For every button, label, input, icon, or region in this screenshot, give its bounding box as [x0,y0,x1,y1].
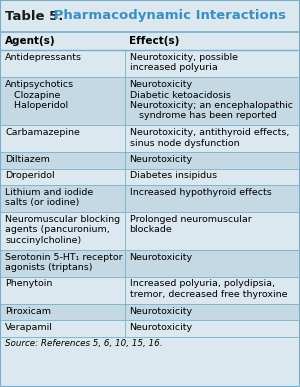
Text: Effect(s): Effect(s) [130,36,180,46]
Text: salts (or iodine): salts (or iodine) [5,199,80,207]
Text: Diltiazem: Diltiazem [5,155,50,164]
Text: Neurotoxicity: Neurotoxicity [130,155,193,164]
Text: Agent(s): Agent(s) [5,36,55,46]
Text: Neurotoxicity: Neurotoxicity [130,323,193,332]
Bar [0,125,300,152]
Bar [0,250,300,276]
Bar [0,337,300,351]
Bar [0,77,300,125]
Text: Carbamazepine: Carbamazepine [5,128,80,137]
Text: Increased polyuria, polydipsia,: Increased polyuria, polydipsia, [130,279,274,288]
Text: Neurotoxicity: Neurotoxicity [130,252,193,262]
Text: Haloperidol: Haloperidol [5,101,68,110]
Text: sinus node dysfunction: sinus node dysfunction [130,139,239,147]
Bar [0,276,300,303]
Text: Serotonin 5-HT₁ receptor: Serotonin 5-HT₁ receptor [5,252,123,262]
Text: blockade: blockade [130,226,172,235]
Text: Diabetic ketoacidosis: Diabetic ketoacidosis [130,91,230,99]
Text: Neuromuscular blocking: Neuromuscular blocking [5,215,120,224]
Bar [0,152,300,168]
Bar [0,212,300,250]
Text: Neurotoxicity; an encephalopathic: Neurotoxicity; an encephalopathic [130,101,292,110]
Text: Piroxicam: Piroxicam [5,307,51,315]
Bar [0,50,300,77]
Bar [0,185,300,212]
Text: syndrome has been reported: syndrome has been reported [130,111,276,120]
Text: Neurotoxicity: Neurotoxicity [130,80,193,89]
Text: Increased hypothyroid effects: Increased hypothyroid effects [130,188,271,197]
Text: Prolonged neuromuscular: Prolonged neuromuscular [130,215,251,224]
Text: succinylcholine): succinylcholine) [5,236,81,245]
Bar [0,320,300,337]
Text: Verapamil: Verapamil [5,323,53,332]
Text: agonists (triptans): agonists (triptans) [5,263,92,272]
Bar [0,303,300,320]
Text: Neurotoxicity, antithyroid effects,: Neurotoxicity, antithyroid effects, [130,128,289,137]
Text: Lithium and iodide: Lithium and iodide [5,188,93,197]
Text: Diabetes insipidus: Diabetes insipidus [130,171,217,180]
Text: agents (pancuronium,: agents (pancuronium, [5,226,110,235]
Text: Clozapine: Clozapine [5,91,60,99]
Text: Droperidol: Droperidol [5,171,55,180]
Bar [0,32,300,50]
Text: Phenytoin: Phenytoin [5,279,52,288]
Text: Source: References 5, 6, 10, 15, 16.: Source: References 5, 6, 10, 15, 16. [5,339,163,348]
Text: increased polyuria: increased polyuria [130,63,217,72]
Text: Neurotoxicity, possible: Neurotoxicity, possible [130,53,238,62]
Text: Antipsychotics: Antipsychotics [5,80,74,89]
Text: Pharmacodynamic Interactions: Pharmacodynamic Interactions [49,10,286,22]
Text: tremor, decreased free thyroxine: tremor, decreased free thyroxine [130,290,287,299]
Bar [0,0,300,32]
Text: Table 5.: Table 5. [5,10,63,22]
Text: Antidepressants: Antidepressants [5,53,82,62]
Bar [0,168,300,185]
Text: Neurotoxicity: Neurotoxicity [130,307,193,315]
